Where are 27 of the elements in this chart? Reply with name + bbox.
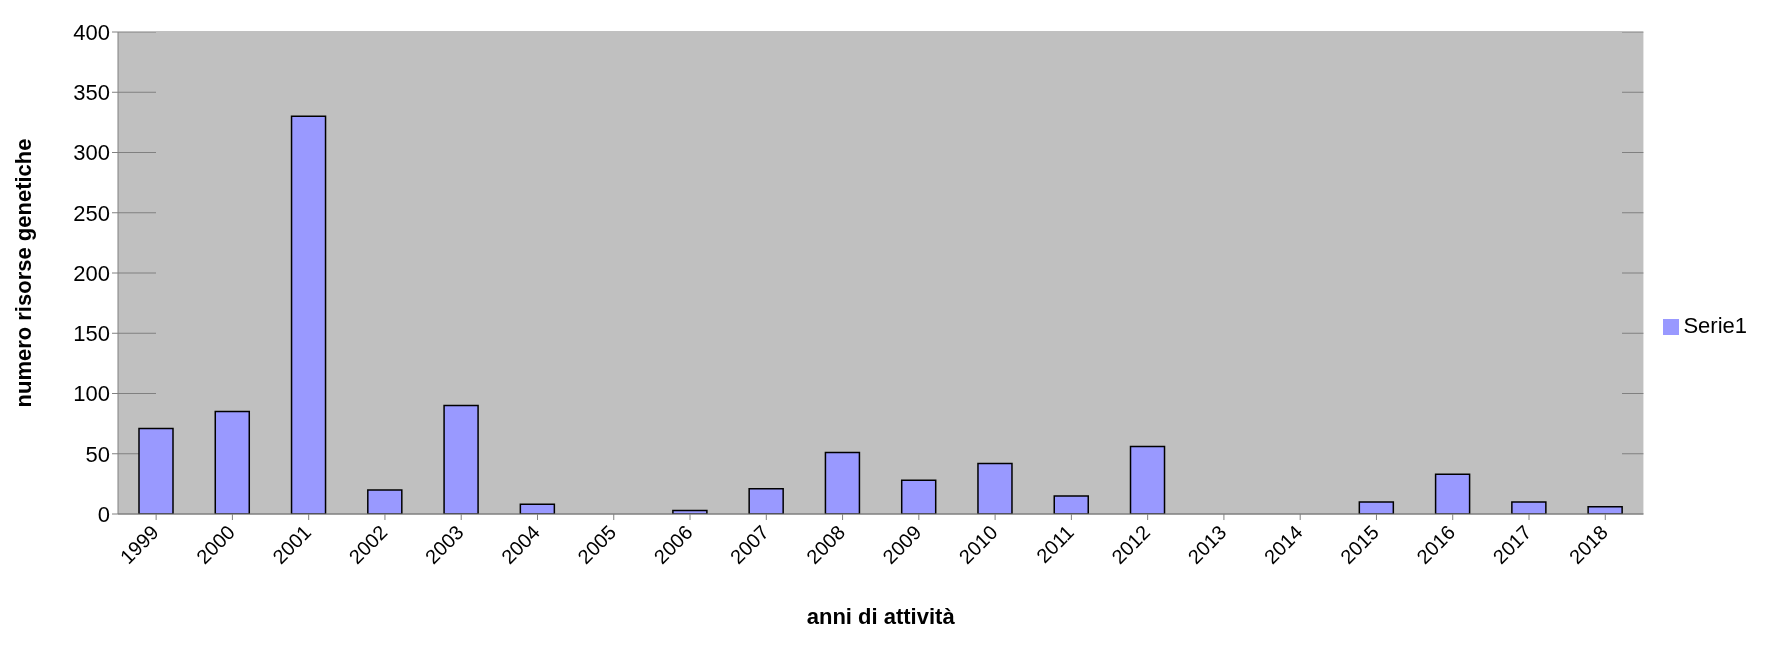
y-tick-label: 300 bbox=[73, 140, 110, 166]
bar bbox=[1053, 495, 1089, 514]
y-tick-label: 200 bbox=[73, 260, 110, 286]
y-tick-label: 400 bbox=[73, 19, 110, 45]
bar bbox=[290, 115, 327, 514]
bar bbox=[1434, 473, 1471, 514]
bar bbox=[977, 462, 1013, 514]
bar bbox=[443, 404, 479, 514]
bar bbox=[824, 451, 861, 514]
bar bbox=[138, 427, 174, 514]
bar bbox=[1511, 501, 1547, 514]
bar bbox=[900, 479, 937, 514]
y-axis-title: numero risorse genetiche bbox=[10, 138, 36, 408]
bar bbox=[367, 489, 403, 514]
bar bbox=[1358, 501, 1395, 514]
bar bbox=[1587, 506, 1623, 514]
y-tick-label: 150 bbox=[73, 321, 110, 347]
y-tick-label: 350 bbox=[73, 80, 110, 106]
y-tick-label: 50 bbox=[85, 441, 110, 467]
y-tick-label: 100 bbox=[73, 381, 110, 407]
y-tick-label: 0 bbox=[97, 501, 110, 527]
bar bbox=[214, 410, 251, 514]
bar bbox=[1129, 445, 1166, 514]
y-tick-label: 250 bbox=[73, 200, 110, 226]
bar bbox=[748, 487, 784, 514]
x-axis-title: anni di attività bbox=[806, 604, 956, 629]
legend-label: Serie1 bbox=[1683, 313, 1747, 338]
